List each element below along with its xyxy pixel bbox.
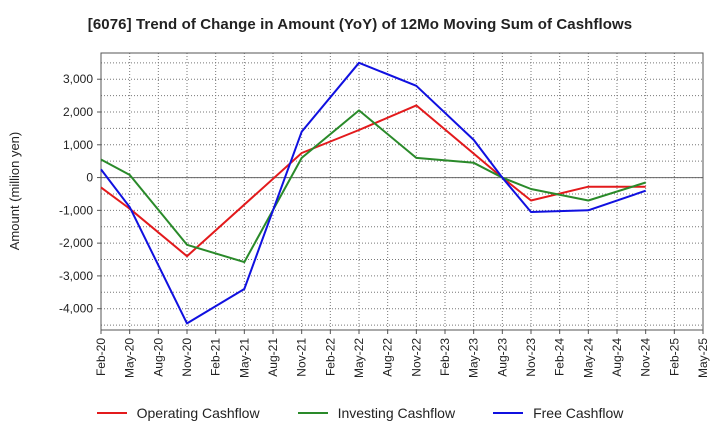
- legend-swatch: [96, 412, 127, 414]
- x-tick-label: May-22: [352, 338, 366, 378]
- y-tick-label: -3,000: [59, 269, 93, 283]
- y-tick-label: -4,000: [59, 302, 93, 316]
- x-tick-label: Feb-22: [323, 338, 337, 376]
- y-tick-label: 2,000: [63, 105, 93, 119]
- grid: [100, 53, 704, 330]
- x-tick-label: May-25: [696, 338, 710, 378]
- x-tick-label: May-24: [581, 338, 595, 378]
- x-tick-label: Aug-22: [381, 338, 395, 377]
- x-tick-label: Nov-21: [295, 338, 309, 377]
- legend: Operating Cashflow Investing Cashflow Free…: [0, 405, 720, 421]
- y-tick-label: 0: [86, 171, 93, 185]
- x-tick-label: May-20: [123, 338, 137, 378]
- x-tick-label: Nov-23: [524, 338, 538, 377]
- series-line-investing-cashflow: [100, 109, 646, 264]
- x-tick-label: Nov-20: [180, 338, 194, 377]
- x-tick-label: Nov-24: [639, 338, 653, 377]
- legend-item-operating-cashflow: Operating Cashflow: [96, 405, 260, 421]
- series-line-free-cashflow: [100, 61, 647, 325]
- x-tick-label: Feb-25: [667, 338, 681, 376]
- chart-title: [6076] Trend of Change in Amount (YoY) o…: [87, 16, 633, 33]
- x-tick-label: Feb-24: [553, 338, 567, 376]
- x-axis-ticks: Feb-20 May-20 Aug-20 Nov-20 Feb-21 May-21 Aug-…: [94, 330, 710, 378]
- x-tick-label: Feb-20: [94, 338, 108, 376]
- legend-label: Investing Cashflow: [337, 405, 456, 421]
- x-tick-label: Feb-23: [438, 338, 452, 376]
- legend-item-investing-cashflow: Investing Cashflow: [297, 405, 456, 421]
- series-line-operating-cashflow: [100, 104, 646, 258]
- series-lines: [100, 61, 647, 325]
- y-axis-ticks: -4,000 -3,000 -2,000 -1,000 0 1,000 2,000 3,000: [59, 72, 101, 316]
- x-tick-label: Aug-21: [266, 338, 280, 377]
- legend-label: Operating Cashflow: [136, 405, 260, 421]
- legend-swatch: [297, 412, 328, 414]
- y-tick-label: -2,000: [59, 236, 93, 250]
- plot-area: [100, 52, 704, 331]
- x-tick-label: May-21: [237, 338, 251, 378]
- y-axis-title: Amount (million yen): [7, 132, 22, 251]
- legend-swatch: [493, 412, 524, 414]
- x-tick-label: Aug-23: [495, 338, 509, 377]
- legend-label: Free Cashflow: [533, 405, 624, 421]
- x-tick-label: Aug-20: [151, 338, 165, 377]
- y-tick-label: 1,000: [63, 138, 93, 152]
- x-tick-label: Aug-24: [610, 338, 624, 377]
- y-tick-label: -1,000: [59, 203, 93, 217]
- y-tick-label: 3,000: [63, 72, 93, 86]
- x-tick-label: Nov-22: [409, 338, 423, 377]
- legend-item-free-cashflow: Free Cashflow: [493, 405, 623, 421]
- x-tick-label: Feb-21: [209, 338, 223, 376]
- x-tick-label: May-23: [467, 338, 481, 378]
